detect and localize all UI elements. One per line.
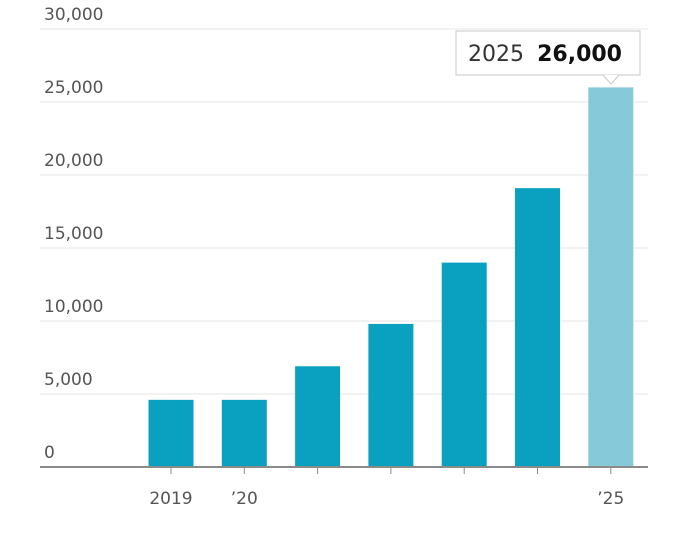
bar-2019[interactable] bbox=[148, 399, 194, 467]
y-tick-label: 20,000 bbox=[44, 151, 103, 171]
bar-2021[interactable] bbox=[295, 366, 341, 467]
bars bbox=[148, 87, 634, 468]
x-tick-label: ’20 bbox=[231, 489, 258, 509]
y-tick-label: 30,000 bbox=[44, 5, 103, 25]
bar-2020[interactable] bbox=[221, 399, 267, 467]
y-axis-tick-labels: 0 5,000 10,000 15,000 20,000 25,000 30,000 bbox=[44, 5, 103, 463]
bar-2025[interactable] bbox=[588, 87, 634, 468]
y-tick-label: 25,000 bbox=[44, 78, 103, 98]
svg-text:2025 26,000: 2025 26,000 bbox=[468, 42, 622, 67]
tooltip: 2025 26,000 bbox=[455, 30, 641, 85]
y-tick-label: 15,000 bbox=[44, 224, 103, 244]
tooltip-year: 2025 bbox=[468, 42, 524, 67]
x-tick-label: 2019 bbox=[149, 489, 192, 509]
x-axis bbox=[40, 466, 648, 474]
bar-2023[interactable] bbox=[441, 262, 487, 467]
tooltip-pointer bbox=[602, 74, 620, 85]
y-tick-label: 0 bbox=[44, 443, 55, 463]
y-tick-label: 5,000 bbox=[44, 370, 93, 390]
tooltip-box bbox=[455, 30, 641, 76]
bar-2022[interactable] bbox=[368, 323, 414, 467]
x-axis-tick-labels: 2019 ’20 ’25 bbox=[149, 489, 624, 509]
tooltip-value: 26,000 bbox=[537, 42, 622, 67]
x-tick-label: ’25 bbox=[597, 489, 624, 509]
y-tick-label: 10,000 bbox=[44, 297, 103, 317]
bar-2024[interactable] bbox=[515, 188, 560, 467]
